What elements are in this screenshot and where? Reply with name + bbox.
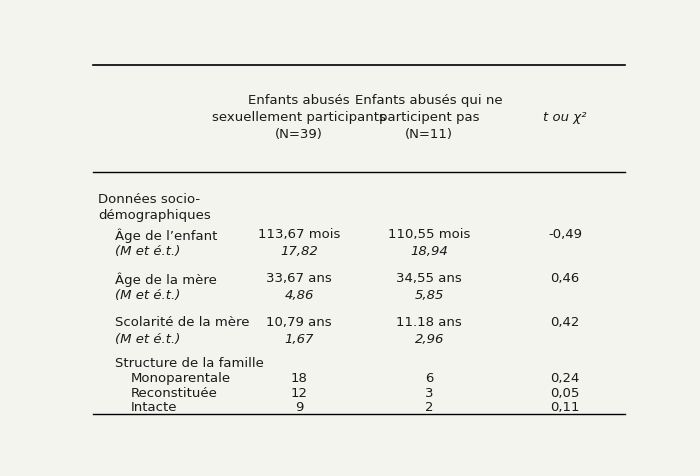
Text: 11.18 ans: 11.18 ans [396, 316, 462, 328]
Text: 2,96: 2,96 [414, 333, 444, 346]
Text: -0,49: -0,49 [548, 228, 582, 240]
Text: Enfants abusés
sexuellement participants
(N=39): Enfants abusés sexuellement participants… [212, 94, 386, 141]
Text: 10,79 ans: 10,79 ans [266, 316, 332, 328]
Text: (M et é.t.): (M et é.t.) [115, 333, 180, 346]
Text: 4,86: 4,86 [284, 289, 314, 302]
Text: 18: 18 [290, 371, 307, 384]
Text: t ou χ²: t ou χ² [543, 111, 587, 124]
Text: 2: 2 [425, 400, 433, 414]
Text: 0,11: 0,11 [550, 400, 580, 414]
Text: 5,85: 5,85 [414, 289, 444, 302]
Text: 18,94: 18,94 [410, 245, 448, 258]
Text: Reconstituée: Reconstituée [131, 386, 218, 399]
Text: Structure de la famille: Structure de la famille [115, 356, 263, 369]
Text: Données socio-
démographiques: Données socio- démographiques [98, 193, 211, 222]
Text: 110,55 mois: 110,55 mois [388, 228, 470, 240]
Text: 1,67: 1,67 [284, 333, 314, 346]
Text: Âge de l’enfant: Âge de l’enfant [115, 228, 217, 242]
Text: 12: 12 [290, 386, 307, 399]
Text: 3: 3 [425, 386, 433, 399]
Text: 0,24: 0,24 [550, 371, 580, 384]
Text: Scolarité de la mère: Scolarité de la mère [115, 316, 249, 328]
Text: 0,05: 0,05 [550, 386, 580, 399]
Text: Âge de la mère: Âge de la mère [115, 271, 216, 286]
Text: 9: 9 [295, 400, 303, 414]
Text: 17,82: 17,82 [280, 245, 318, 258]
Text: 34,55 ans: 34,55 ans [396, 271, 462, 285]
Text: Intacte: Intacte [131, 400, 177, 414]
Text: 113,67 mois: 113,67 mois [258, 228, 340, 240]
Text: (M et é.t.): (M et é.t.) [115, 289, 180, 302]
Text: 0,46: 0,46 [550, 271, 580, 285]
Text: Enfants abusés qui ne
participent pas
(N=11): Enfants abusés qui ne participent pas (N… [356, 94, 503, 141]
Text: (M et é.t.): (M et é.t.) [115, 245, 180, 258]
Text: 6: 6 [425, 371, 433, 384]
Text: 33,67 ans: 33,67 ans [266, 271, 332, 285]
Text: Monoparentale: Monoparentale [131, 371, 231, 384]
Text: 0,42: 0,42 [550, 316, 580, 328]
